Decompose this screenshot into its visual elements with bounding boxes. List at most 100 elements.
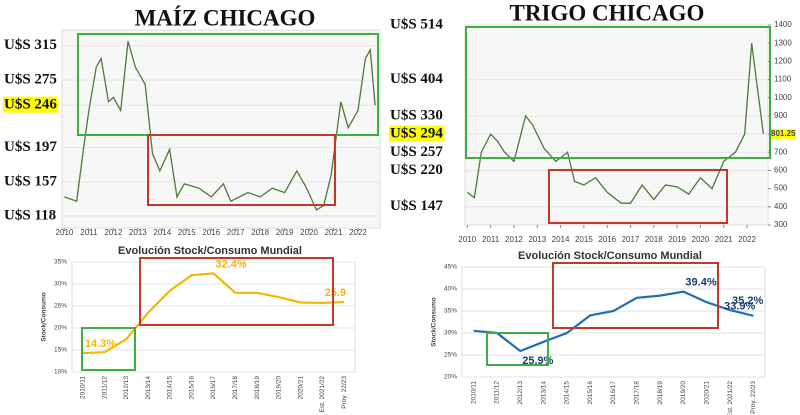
highlight-box xyxy=(465,26,771,159)
y-axis-label: Stock/Consumo xyxy=(41,292,48,342)
x-tick-label: 2017/18 xyxy=(232,376,239,400)
value-label: 32.4% xyxy=(216,258,247,270)
y-tick-label: 25% xyxy=(444,352,457,359)
y-tick-label: 30% xyxy=(444,330,457,337)
highlight-box xyxy=(552,262,719,329)
y2-tick-label: 600 xyxy=(774,166,788,175)
y-tick-label: 10% xyxy=(54,369,67,376)
y-tick-label: 30% xyxy=(54,281,67,288)
chart-panel: MAÍZ CHICAGO U$S 315 U$S 275 U$S 246 U$S 197… xyxy=(3,5,381,237)
y-tick-label: U$S 315 xyxy=(4,37,57,53)
x-tick-label: 2014/15 xyxy=(564,381,571,405)
x-tick-label: Proy. 22/23 xyxy=(341,376,348,409)
chart-title: TRIGO CHICAGO xyxy=(510,0,705,25)
y-tick-label: 25% xyxy=(54,303,67,310)
y-tick-label: U$S 147 xyxy=(390,198,443,214)
x-tick-label: 2013 xyxy=(528,235,546,244)
x-tick-label: 2015 xyxy=(575,235,593,244)
y-tick-label: 20% xyxy=(444,374,457,381)
stock-line xyxy=(473,290,754,353)
y-tick-label: 45% xyxy=(444,264,457,271)
y2-tick-label: 1300 xyxy=(774,38,792,47)
y2-tick-label: 1000 xyxy=(774,93,792,102)
x-tick-label: 2012/13 xyxy=(517,381,524,405)
x-tick-label: 2017/18 xyxy=(634,381,641,405)
y2-tick-label: 500 xyxy=(774,184,788,193)
chart-panel: Evolución Stock/Consumo Mundial 10% 15% 20%… xyxy=(41,245,356,413)
y-tick-label: U$S 330 xyxy=(390,108,443,124)
y-tick-label: U$S 257 xyxy=(390,144,443,160)
x-tick-label: 2021 xyxy=(715,235,733,244)
x-tick-label: 2014 xyxy=(552,235,570,244)
stock-line xyxy=(82,272,345,355)
x-tick-label: 2013/14 xyxy=(540,381,547,405)
x-tick-label: 2015 xyxy=(178,228,196,237)
x-tick-label: 2012/13 xyxy=(123,376,130,400)
x-tick-label: 2018/19 xyxy=(657,381,664,405)
x-tick-label: 2010/11 xyxy=(80,376,87,399)
plot-area xyxy=(461,266,766,378)
chart-title: Evolución Stock/Consumo Mundial xyxy=(518,250,702,262)
y2-tick-label: 900 xyxy=(774,111,788,120)
y-tick-label: U$S 275 xyxy=(4,72,57,88)
y-tick-label: U$S 157 xyxy=(4,174,57,190)
y-tick-label: U$S 514 xyxy=(390,17,443,33)
x-tick-label: 2020 xyxy=(300,228,318,237)
chart-title: Evolución Stock/Consumo Mundial xyxy=(118,245,302,257)
x-tick-label: 2018/19 xyxy=(254,376,261,400)
plot-area xyxy=(71,261,356,373)
highlight-box xyxy=(548,169,728,224)
price-line xyxy=(64,41,376,211)
highlight-box xyxy=(81,327,136,371)
x-tick-label: 2016/17 xyxy=(210,376,217,400)
y-tick-label: 15% xyxy=(54,347,67,354)
x-tick-label: Est. 2021/22 xyxy=(319,376,326,413)
y-tick-label: 35% xyxy=(444,308,457,315)
y-tick-label: U$S 294 xyxy=(390,125,443,141)
chart-panel: Evolución Stock/Consumo Mundial 20% 25% 30%… xyxy=(431,250,766,415)
tick-highlight xyxy=(389,125,445,142)
x-tick-label: 2019/20 xyxy=(680,381,687,405)
value-label: 35.2% xyxy=(732,295,763,307)
y2-tick-label: 400 xyxy=(774,202,788,211)
highlight-box xyxy=(147,134,336,206)
x-tick-label: 2021 xyxy=(325,228,343,237)
y2-tick-label: 1200 xyxy=(774,56,792,65)
value-label: 25.9 xyxy=(325,287,346,299)
y2-tick-label: 1100 xyxy=(774,75,792,84)
y-tick-label: U$S 404 xyxy=(390,71,443,87)
value-label: 33.9% xyxy=(724,301,755,313)
x-tick-label: 2014/15 xyxy=(167,376,174,400)
y-tick-label: U$S 197 xyxy=(4,139,57,155)
x-tick-label: 2011 xyxy=(80,228,98,237)
highlight-box xyxy=(486,332,549,366)
y-tick-label: U$S 246 xyxy=(4,97,57,113)
x-tick-label: 2019/20 xyxy=(276,376,283,400)
y-tick-label: 20% xyxy=(54,325,67,332)
y2-tick-label: 700 xyxy=(774,147,788,156)
highlight-box xyxy=(139,257,334,326)
plot-area xyxy=(61,29,381,229)
x-tick-label: 2011 xyxy=(482,235,500,244)
x-tick-label: 2017 xyxy=(227,228,245,237)
x-tick-label: 2016/17 xyxy=(610,381,617,405)
x-tick-label: 2015/16 xyxy=(587,381,594,405)
x-tick-label: 2019 xyxy=(668,235,686,244)
value-label: 14.3% xyxy=(85,338,116,350)
x-tick-label: 2022 xyxy=(738,235,756,244)
price-marker-bg xyxy=(770,128,796,139)
plot-area xyxy=(464,24,769,226)
x-tick-label: 2016 xyxy=(598,235,616,244)
x-tick-label: 2019 xyxy=(276,228,294,237)
x-tick-label: 2020/21 xyxy=(703,381,710,405)
y-axis-label: Stock/Consumo xyxy=(431,297,438,347)
x-tick-label: 2010 xyxy=(56,228,74,237)
x-tick-label: 2018 xyxy=(645,235,663,244)
value-label: 25.9% xyxy=(522,355,553,367)
y-tick-label: 40% xyxy=(444,286,457,293)
x-tick-label: 2010 xyxy=(458,235,476,244)
tick-highlight xyxy=(3,96,59,113)
price-line xyxy=(466,43,764,204)
